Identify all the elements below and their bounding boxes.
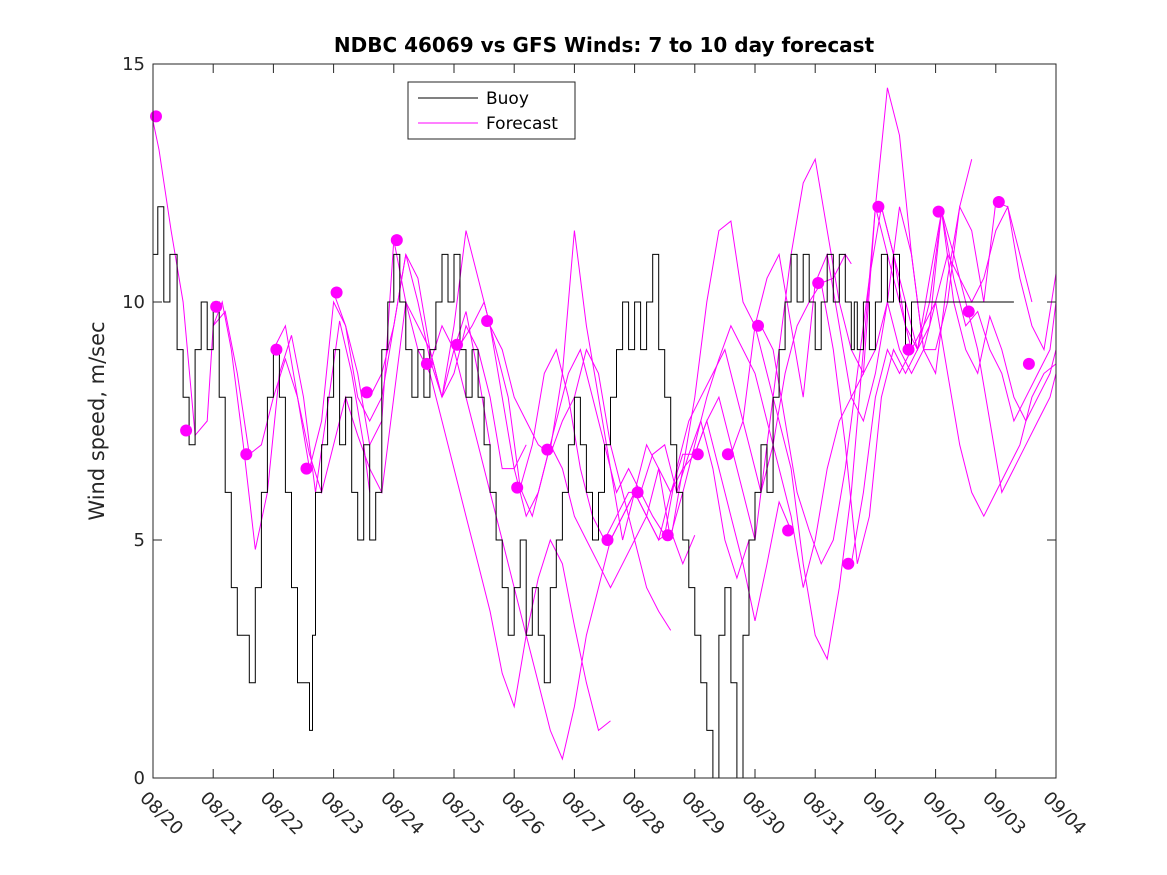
plot-area	[150, 87, 1056, 778]
forecast-marker	[150, 110, 162, 123]
forecast-marker	[481, 315, 494, 327]
forecast-marker	[390, 234, 403, 247]
forecast-marker	[992, 196, 1005, 208]
legend: Buoy Forecast	[407, 81, 576, 140]
forecast-line-8	[519, 253, 852, 537]
forecast-marker	[631, 486, 644, 499]
forecast-marker	[812, 277, 825, 289]
legend-buoy-label: Buoy	[486, 89, 529, 109]
forecast-marker	[511, 481, 524, 494]
forecast-marker	[451, 338, 463, 351]
forecast-marker	[270, 343, 283, 356]
forecast-marker	[782, 524, 795, 537]
forecast-marker	[691, 448, 704, 461]
forecast-marker	[420, 357, 433, 370]
forecast-marker	[360, 386, 373, 399]
forecast-marker	[601, 534, 614, 546]
chart-title: NDBC 46069 vs GFS Winds: 7 to 10 day for…	[334, 33, 875, 57]
axes-box	[152, 63, 1057, 779]
y-tick-label: 10	[122, 292, 145, 313]
y-tick-label: 0	[134, 768, 145, 789]
legend-forecast-label: Forecast	[486, 114, 558, 134]
forecast-marker	[330, 286, 343, 299]
forecast-marker	[932, 205, 945, 218]
forecast-line-3	[333, 240, 611, 732]
buoy-line	[153, 206, 1014, 778]
forecast-marker	[661, 529, 674, 542]
forecast-marker	[541, 443, 554, 456]
forecast-marker	[240, 448, 253, 461]
forecast-line-15	[850, 300, 1056, 564]
forecast-marker	[300, 462, 313, 475]
forecast-marker	[962, 305, 975, 318]
forecast-marker	[180, 424, 193, 437]
forecast-marker	[210, 300, 223, 313]
forecast-marker	[872, 200, 885, 213]
y-tick-label: 5	[134, 530, 145, 551]
forecast-marker	[902, 343, 915, 356]
forecast-marker	[842, 557, 855, 570]
y-axis-label: Wind speed, m/sec	[85, 321, 109, 520]
forecast-marker	[1022, 357, 1035, 370]
legend-box	[407, 81, 576, 140]
forecast-line-7	[489, 325, 792, 622]
forecast-marker	[752, 319, 764, 332]
forecast-marker	[721, 448, 734, 461]
y-tick-label: 15	[122, 54, 145, 75]
